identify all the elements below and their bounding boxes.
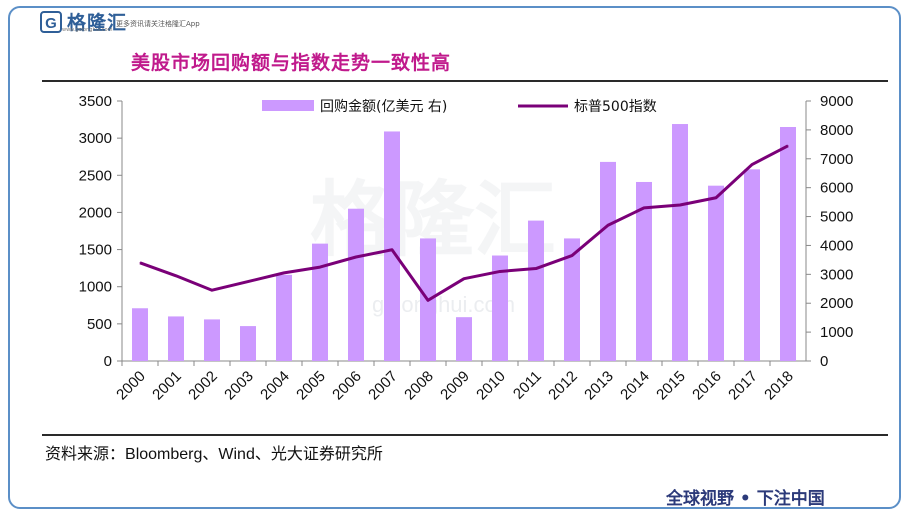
bar: [492, 255, 508, 361]
source-org: 光大证券研究所: [270, 444, 383, 463]
source-text: Bloomberg、Wind、: [125, 446, 271, 463]
line-point: [139, 262, 141, 264]
y-right-tick-label: 7000: [820, 151, 853, 168]
y-right-tick-label: 1000: [820, 324, 853, 341]
y-right-tick-label: 2000: [820, 295, 853, 312]
x-tick-label: 2001: [149, 368, 185, 404]
bar: [384, 131, 400, 361]
bar: [780, 127, 796, 361]
y-left-tick-label: 0: [104, 353, 112, 370]
y-right-tick-label: 8000: [820, 122, 853, 139]
legend-label-sp500: 标普500指数: [574, 99, 657, 115]
y-right-tick-label: 6000: [820, 180, 853, 197]
line-point: [283, 272, 285, 274]
x-tick-label: 2015: [653, 368, 689, 404]
x-tick-label: 2003: [221, 368, 257, 404]
line-point: [715, 197, 717, 199]
x-tick-label: 2007: [365, 368, 401, 404]
y-left-tick-label: 500: [87, 316, 112, 333]
bar: [744, 169, 760, 361]
x-tick-label: 2013: [581, 368, 617, 404]
x-tick-label: 2018: [761, 368, 797, 404]
logo-text: 格隆汇: [67, 12, 128, 34]
bar: [708, 185, 724, 361]
line-point: [499, 270, 501, 272]
legend: 回购金额(亿美元 右) 标普500指数: [262, 99, 657, 115]
line-point: [607, 224, 609, 226]
line-point: [643, 207, 645, 209]
x-tick-label: 2016: [689, 368, 725, 404]
line-point: [391, 249, 393, 251]
y-left-tick-label: 3000: [79, 130, 112, 147]
line-point: [751, 164, 753, 166]
x-tick-label: 2011: [510, 368, 545, 403]
chart-title: 美股市场回购额与指数走势一致性高: [131, 52, 452, 74]
x-tick-label: 2005: [293, 368, 329, 404]
y-left-tick-label: 1000: [79, 279, 112, 296]
bar: [528, 220, 544, 361]
line-point: [211, 289, 213, 291]
line-point: [787, 145, 789, 147]
logo: G 格隆汇: [40, 8, 127, 35]
source-label: 资料来源：: [45, 444, 126, 463]
bar: [348, 208, 364, 361]
y-right-tick-label: 9000: [820, 93, 853, 110]
source-note: 资料来源：Bloomberg、Wind、光大证券研究所: [45, 440, 383, 464]
logo-url: www.gelonghui.com: [62, 27, 113, 33]
source-divider: [42, 434, 888, 436]
bar: [204, 319, 220, 361]
line-point: [319, 266, 321, 268]
x-tick-label: 2000: [113, 368, 149, 404]
y-right-tick-label: 0: [820, 353, 828, 370]
x-tick-label: 2008: [401, 368, 437, 404]
line-point: [427, 299, 429, 301]
bar: [636, 181, 652, 361]
line-point: [175, 275, 177, 277]
x-tick-label: 2017: [725, 368, 761, 404]
bar: [132, 308, 148, 361]
line-point: [571, 255, 573, 257]
bar: [312, 243, 328, 361]
bar: [564, 238, 580, 361]
y-right-tick-label: 5000: [820, 209, 853, 226]
x-tick-label: 2012: [545, 368, 581, 404]
line-point: [463, 278, 465, 280]
title-divider: [42, 80, 888, 82]
bar: [240, 326, 256, 361]
x-tick-label: 2002: [185, 368, 221, 404]
logo-mark-icon: G: [40, 10, 62, 33]
y-right-tick-label: 4000: [820, 237, 853, 254]
legend-label-buyback: 回购金额(亿美元 右): [320, 99, 447, 115]
bar-series: [132, 124, 796, 362]
line-point: [247, 281, 249, 283]
bar: [456, 317, 472, 361]
legend-swatch-buyback: [262, 100, 314, 111]
logo-tagline: 更多资讯请关注格隆汇App: [116, 20, 200, 28]
line-point: [355, 256, 357, 258]
x-tick-label: 2010: [473, 368, 509, 404]
x-tick-label: 2014: [617, 368, 653, 404]
y-right-tick-label: 3000: [820, 266, 853, 283]
y-left-tick-label: 1500: [79, 242, 112, 259]
y-left-tick-label: 2500: [79, 167, 112, 184]
bar: [600, 161, 616, 361]
x-tick-label: 2004: [257, 368, 293, 404]
y-left-tick-label: 3500: [79, 93, 112, 110]
line-series: [139, 144, 789, 302]
line-point: [535, 268, 537, 270]
bar: [672, 124, 688, 362]
line-point: [679, 204, 681, 206]
bar: [168, 316, 184, 361]
footer-slogan: 全球视野 • 下注中国: [666, 489, 825, 509]
y-left-tick-label: 2000: [79, 204, 112, 221]
bar: [276, 274, 292, 361]
x-tick-label: 2006: [329, 368, 365, 404]
x-tick-label: 2009: [437, 368, 473, 404]
